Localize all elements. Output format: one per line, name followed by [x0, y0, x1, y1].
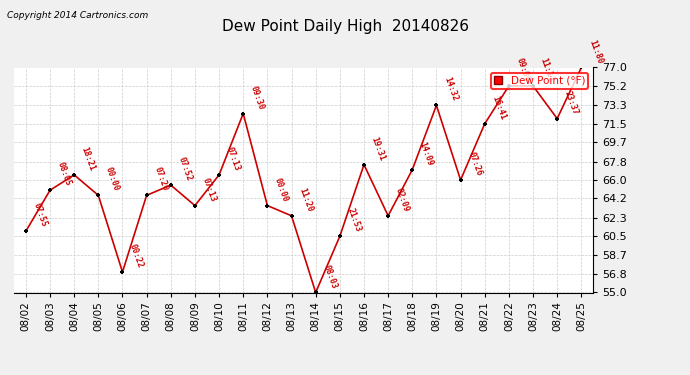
Text: 11:80: 11:80	[587, 38, 604, 65]
Text: 19:31: 19:31	[370, 135, 386, 162]
Text: 11:20: 11:20	[297, 186, 314, 213]
Point	[504, 83, 515, 89]
Point	[237, 111, 248, 117]
Point	[214, 172, 225, 178]
Text: 07:13: 07:13	[225, 146, 241, 172]
Point	[359, 162, 370, 168]
Text: 07:52: 07:52	[177, 156, 193, 182]
Point	[382, 213, 393, 219]
Text: 16:41: 16:41	[491, 94, 507, 121]
Text: 07:26: 07:26	[466, 151, 483, 177]
Text: 02:09: 02:09	[394, 186, 411, 213]
Text: 07:13: 07:13	[201, 176, 217, 203]
Text: 07:55: 07:55	[32, 202, 48, 228]
Point	[117, 269, 128, 275]
Point	[262, 202, 273, 208]
Point	[189, 202, 200, 208]
Point	[334, 233, 345, 239]
Point	[406, 167, 417, 173]
Point	[455, 177, 466, 183]
Text: 08:05: 08:05	[56, 161, 72, 188]
Point	[165, 182, 176, 188]
Text: 09:00: 09:00	[515, 57, 531, 83]
Text: 07:20: 07:20	[152, 166, 169, 193]
Point	[552, 116, 563, 122]
Point	[92, 192, 104, 198]
Text: 21:53: 21:53	[346, 207, 362, 234]
Point	[310, 290, 321, 296]
Text: Copyright 2014 Cartronics.com: Copyright 2014 Cartronics.com	[7, 11, 148, 20]
Point	[431, 102, 442, 108]
Text: 09:30: 09:30	[249, 84, 266, 111]
Text: 14:32: 14:32	[442, 76, 459, 103]
Text: 00:00: 00:00	[104, 166, 121, 193]
Text: Dew Point Daily High  20140826: Dew Point Daily High 20140826	[221, 19, 469, 34]
Text: 11:11: 11:11	[539, 57, 555, 83]
Text: 23:37: 23:37	[563, 89, 580, 116]
Point	[69, 172, 79, 178]
Point	[575, 64, 586, 70]
Point	[479, 121, 490, 127]
Point	[21, 228, 32, 234]
Text: 14:09: 14:09	[418, 140, 435, 167]
Text: 00:22: 00:22	[128, 243, 145, 269]
Point	[286, 213, 297, 219]
Text: 18:21: 18:21	[80, 146, 97, 172]
Point	[527, 83, 538, 89]
Legend: Dew Point (°F): Dew Point (°F)	[491, 73, 588, 89]
Point	[141, 192, 152, 198]
Text: 00:00: 00:00	[273, 176, 290, 203]
Point	[44, 187, 55, 193]
Text: 08:03: 08:03	[322, 263, 338, 290]
